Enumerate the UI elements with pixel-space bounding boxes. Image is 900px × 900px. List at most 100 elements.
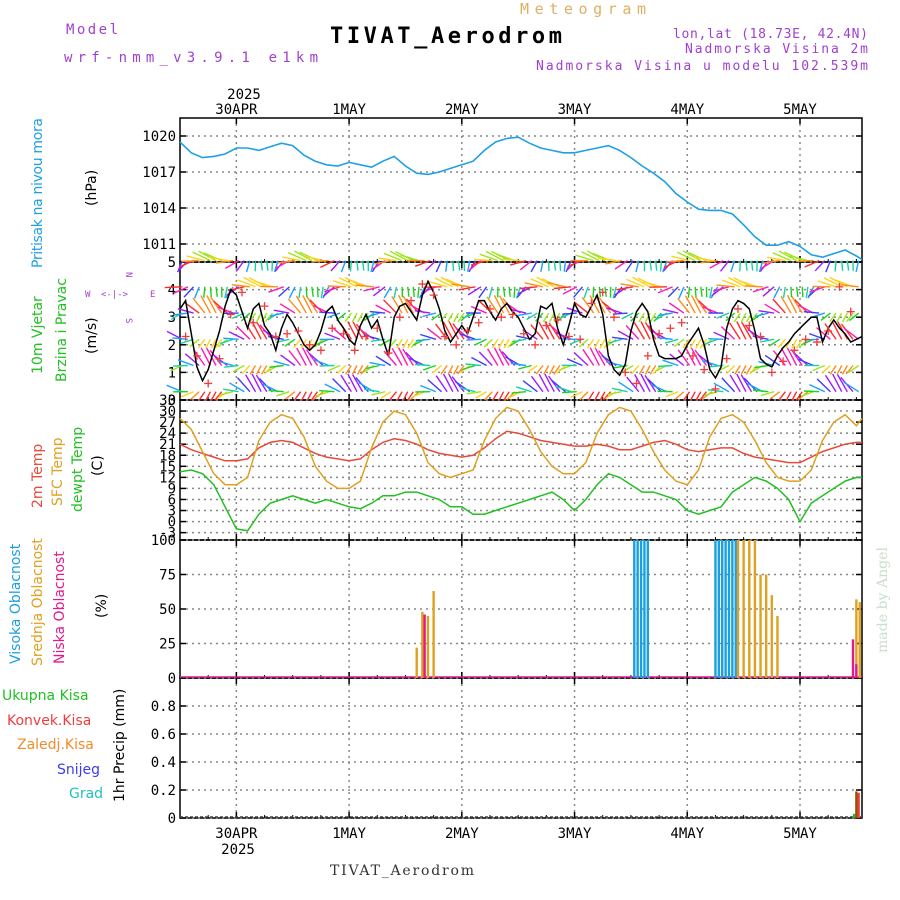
wind-barb	[831, 321, 843, 340]
wind-barb	[809, 383, 826, 393]
compass-ns-line: <-|->	[101, 290, 129, 300]
wind-barb	[713, 331, 730, 340]
wind-barb	[803, 390, 820, 393]
wind-barb	[345, 365, 352, 375]
gust-marker	[474, 318, 483, 327]
wind-barb	[205, 338, 212, 349]
precip-legend-item: Konvek.Kisa	[7, 713, 91, 729]
wind-barb	[846, 260, 850, 271]
wind-barb	[203, 286, 206, 298]
wind-barb	[219, 338, 234, 345]
cloud-unit: (%)	[94, 594, 110, 618]
precip-ylabel: 1hr Precip (mm)	[112, 689, 128, 802]
cloud-bar-high	[721, 540, 724, 678]
wind-barb	[750, 260, 754, 271]
gust-marker	[790, 346, 799, 355]
wind-barb	[553, 365, 561, 375]
wind-barb	[224, 286, 229, 299]
wind-barb	[540, 260, 544, 272]
wind-barb	[306, 391, 313, 401]
wind-barb	[369, 310, 386, 314]
cloud-bar-mid	[415, 647, 418, 678]
wind-barb	[222, 388, 239, 393]
y-tick-label: 24	[159, 426, 176, 442]
temp-ylabel-1: 2m Temp	[30, 444, 46, 508]
wind-barb	[573, 301, 589, 314]
gust-marker	[621, 368, 630, 377]
wind-barb	[575, 254, 594, 262]
wind-barb	[293, 338, 302, 349]
cloud-bar-high	[727, 540, 731, 678]
wind-barb	[225, 260, 239, 270]
gust-marker	[564, 332, 573, 341]
wind-barb	[845, 365, 854, 375]
wind-barb	[690, 294, 702, 314]
wind-barb	[841, 260, 844, 271]
gust-marker	[271, 332, 280, 341]
gust-marker	[632, 379, 641, 388]
wind-barb	[782, 286, 787, 299]
wind-barb	[273, 260, 279, 273]
gust-marker	[283, 329, 292, 338]
wind-barb	[478, 286, 488, 299]
y-tick-label: 1011	[142, 237, 176, 253]
compass-east: E	[150, 290, 155, 300]
wind-barb	[823, 277, 843, 288]
year-bottom: 2025	[221, 842, 255, 858]
wind-barb	[448, 373, 460, 393]
wind-barb	[800, 391, 814, 397]
wind-barb	[836, 365, 843, 375]
wind-barb	[754, 364, 769, 369]
wind-barb	[773, 286, 781, 299]
y-tick-label: 12	[159, 470, 176, 486]
wind-barb	[372, 286, 386, 297]
wind-barb	[519, 260, 533, 271]
wind-barb	[741, 321, 753, 340]
wind-barb	[644, 322, 657, 340]
wind-barb	[316, 338, 330, 346]
wind-barb	[644, 365, 651, 375]
wind-barb	[790, 286, 793, 298]
wind-barb	[255, 374, 268, 393]
wind-barb	[336, 364, 347, 374]
wind-barb	[733, 312, 741, 323]
precip-legend-item: Zaledj.Kisa	[17, 737, 94, 753]
wind-barb	[244, 374, 257, 393]
wind-barb	[760, 391, 775, 397]
wind-barb	[530, 375, 544, 393]
wind-barb	[355, 284, 374, 288]
wind-barb	[510, 308, 527, 314]
wind-barb	[451, 283, 470, 288]
cloud-bar-high	[724, 540, 727, 678]
wind-barb	[671, 255, 690, 262]
day-label-bottom: 4MAY	[670, 826, 704, 842]
wind-barb	[363, 388, 380, 393]
wind-barb	[612, 286, 617, 299]
wind-barb	[754, 312, 769, 318]
wind-barb	[599, 338, 606, 349]
wind-barb	[487, 348, 499, 366]
wind-barb	[189, 338, 200, 348]
wind-barb	[498, 391, 505, 401]
wind-barb	[400, 254, 420, 262]
wind-barb	[484, 391, 493, 401]
wind-barb	[192, 251, 211, 262]
wind-barb	[414, 310, 431, 314]
wind-barb	[520, 286, 538, 290]
wind-barb	[825, 260, 832, 273]
wind-barb	[193, 349, 206, 366]
gust-marker	[677, 318, 686, 327]
wind-barb	[375, 304, 392, 314]
wind-barb	[256, 321, 268, 340]
wind-barb	[280, 354, 296, 367]
wind-barb	[841, 365, 848, 375]
wind-barb	[709, 260, 724, 269]
wind-barb	[769, 391, 781, 400]
model-label: Model	[66, 22, 118, 38]
temp-unit: (C)	[90, 455, 106, 476]
wind-barb	[279, 303, 296, 314]
wind-barb	[551, 379, 566, 393]
y-tick-label: 5	[168, 255, 176, 271]
wind-barb	[457, 365, 465, 375]
wind-barb	[829, 312, 837, 323]
